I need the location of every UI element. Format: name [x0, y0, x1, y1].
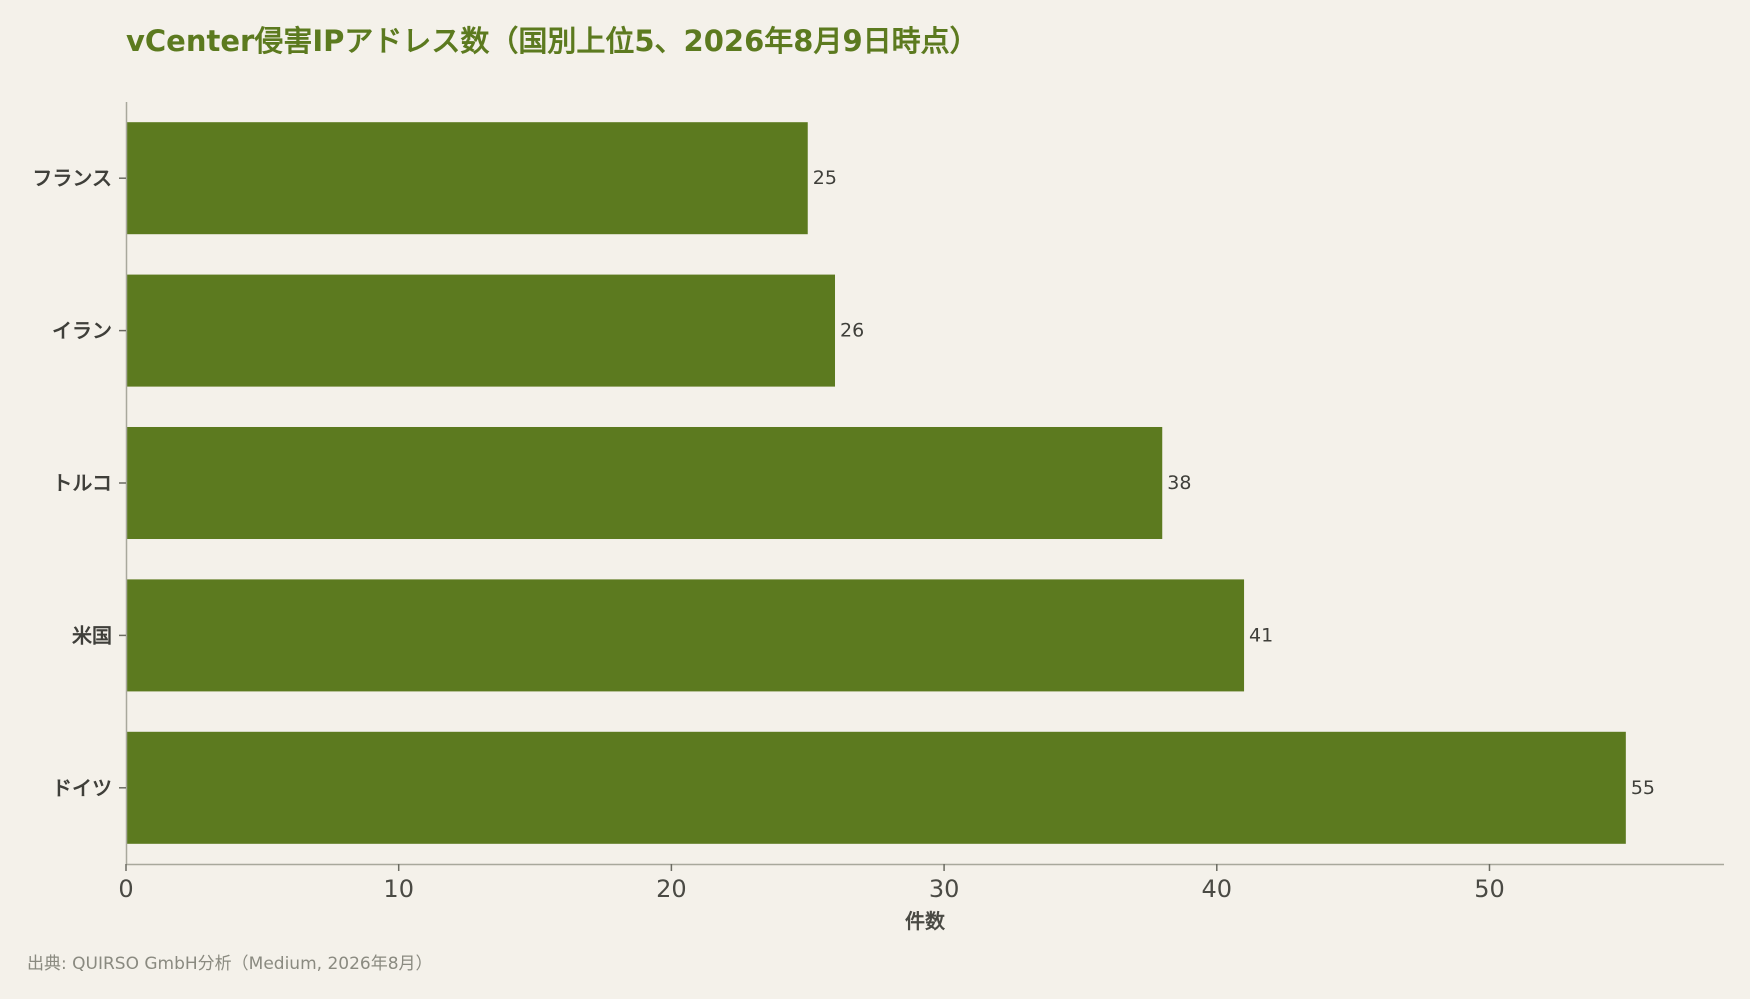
x-tick-label: 40: [1202, 875, 1233, 903]
x-tick-label: 30: [929, 875, 960, 903]
x-tick-label: 50: [1474, 875, 1505, 903]
x-axis-label: 件数: [905, 909, 946, 933]
labels-layer: 25 フランス 26 イラン 38 トルコ 41 米国 55 ドイツ 0 10 20 30 40 50: [32, 166, 1655, 903]
y-tick-label: 米国: [72, 623, 112, 647]
data-label: 55: [1631, 777, 1655, 799]
data-label: 41: [1249, 624, 1273, 646]
y-tick-label: イラン: [52, 319, 112, 343]
bars-layer: [126, 122, 1626, 844]
source-note: 出典: QUIRSO GmbH分析（Medium, 2026年8月）: [27, 954, 433, 974]
chart-title: vCenter侵害IPアドレス数（国別上位5、2026年8月9日時点）: [126, 24, 979, 58]
y-tick-label: トルコ: [52, 471, 112, 495]
x-tick-label: 0: [118, 875, 133, 903]
bar: [126, 274, 836, 387]
bar: [126, 122, 808, 235]
bar: [126, 426, 1163, 540]
y-tick-label: ドイツ: [52, 776, 112, 800]
x-tick-label: 10: [383, 875, 414, 903]
data-label: 25: [813, 167, 837, 189]
x-tick-label: 20: [656, 875, 687, 903]
axes-layer: [119, 102, 1724, 871]
bar: [126, 579, 1245, 692]
data-label: 26: [840, 320, 864, 342]
y-tick-label: フランス: [32, 166, 112, 190]
bar: [126, 731, 1626, 844]
data-label: 38: [1167, 472, 1191, 494]
